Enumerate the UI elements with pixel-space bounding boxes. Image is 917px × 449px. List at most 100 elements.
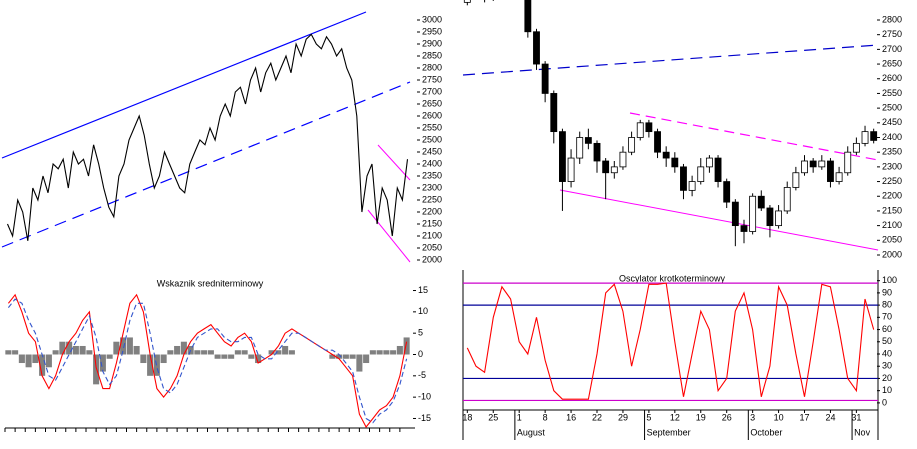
candle-body	[827, 160, 834, 182]
y-tick-label: 2000	[422, 254, 442, 264]
histogram-bar	[66, 341, 73, 355]
x-tick-label: 22	[592, 412, 602, 422]
y-tick-label: 60	[882, 324, 892, 334]
histogram-bar	[133, 345, 140, 355]
y-tick-label: 5	[418, 328, 423, 338]
histogram-bar	[288, 350, 295, 355]
x-tick-label: 31	[851, 412, 861, 422]
y-tick-label: 2850	[422, 50, 442, 60]
histogram-bar	[234, 350, 241, 355]
y-tick-label: 2100	[422, 230, 442, 240]
y-tick-label: 2150	[422, 218, 442, 228]
candle-body	[584, 137, 592, 144]
candle-body	[533, 31, 540, 65]
y-tick-label: 2900	[422, 38, 442, 48]
candle-body	[654, 131, 661, 153]
candle-body	[628, 137, 636, 153]
histogram-bar	[403, 337, 410, 355]
y-tick-label: 3000	[422, 14, 442, 24]
y-tick-label: -5	[418, 370, 426, 380]
x-tick-label: 17	[800, 412, 810, 422]
histogram-bar	[5, 350, 12, 355]
y-tick-label: 20	[882, 373, 892, 383]
y-tick-label: 70	[882, 312, 892, 322]
candle-body	[852, 142, 860, 153]
y-tick-label: 2050	[882, 235, 902, 245]
line	[6, 33, 409, 241]
month-label: October	[750, 427, 782, 437]
candle-body	[792, 172, 800, 188]
y-tick-label: 2950	[422, 26, 442, 36]
y-tick-label: 2750	[422, 74, 442, 84]
candle-body	[775, 210, 782, 227]
candle-body	[550, 93, 558, 133]
histogram-bar	[174, 345, 181, 355]
x-tick-label: 24	[825, 412, 835, 422]
y-tick-label: 2000	[882, 249, 902, 259]
candle-body	[559, 131, 566, 182]
x-tick-label: 5	[646, 412, 651, 422]
y-tick-label: 10	[882, 385, 892, 395]
x-tick-label: 16	[566, 412, 576, 422]
candle-body	[818, 160, 826, 168]
histogram-bar	[349, 354, 356, 359]
candle-body	[662, 151, 670, 159]
y-tick-label: 2400	[422, 158, 442, 168]
candle-body	[524, 0, 532, 33]
histogram-bar	[390, 350, 397, 355]
y-tick-label: 2250	[422, 194, 442, 204]
candle-body	[619, 151, 627, 168]
candle-body	[844, 151, 852, 174]
y-tick-label: 0	[418, 349, 423, 359]
y-tick-label: 2750	[882, 29, 902, 39]
histogram-bar	[268, 350, 275, 355]
histogram-bar	[147, 354, 154, 376]
panel-title: Wskaznik sredniterminowy	[157, 278, 264, 288]
histogram-bar	[383, 350, 390, 355]
y-tick-label: 0	[882, 397, 887, 407]
x-tick-label: 8	[543, 412, 548, 422]
y-tick-label: -15	[418, 413, 431, 423]
histogram-bar	[396, 345, 403, 355]
y-tick-label: 100	[882, 275, 897, 285]
line	[7, 298, 408, 424]
histogram-bar	[214, 354, 221, 359]
trend-line	[377, 144, 411, 181]
y-tick-label: 40	[882, 348, 892, 358]
y-tick-label: 2500	[882, 103, 902, 113]
histogram-bar	[248, 354, 255, 359]
y-tick-label: 2350	[422, 170, 442, 180]
line	[466, 282, 875, 400]
histogram-bar	[126, 337, 133, 355]
trend-line	[559, 189, 879, 251]
candle-body	[861, 131, 869, 144]
y-tick-label: 2550	[882, 88, 902, 98]
candle-body	[671, 157, 679, 168]
trend-line	[462, 44, 879, 76]
candle-body	[567, 157, 575, 182]
y-tick-label: 90	[882, 287, 892, 297]
candle-body	[714, 157, 722, 182]
candle-body	[749, 195, 757, 232]
x-tick-label: 26	[722, 412, 732, 422]
x-tick-label: 29	[618, 412, 628, 422]
x-tick-label: 3	[750, 412, 755, 422]
candle-body	[463, 0, 471, 3]
y-tick-label: 2350	[882, 147, 902, 157]
y-tick-label: 2200	[882, 191, 902, 201]
month-label: September	[647, 427, 691, 437]
trend-line	[367, 209, 411, 263]
candle-body	[801, 160, 808, 174]
y-tick-label: 2700	[422, 86, 442, 96]
histogram-bar	[79, 345, 86, 355]
y-tick-label: -10	[418, 392, 431, 402]
histogram-bar	[241, 350, 248, 355]
candle-body	[870, 131, 878, 141]
y-tick-label: 2300	[422, 182, 442, 192]
candle-body	[697, 166, 705, 182]
histogram-bar	[207, 350, 214, 355]
candle-body	[740, 225, 748, 232]
histogram-bar	[376, 350, 383, 355]
candle-body	[757, 195, 765, 209]
y-tick-label: 2200	[422, 206, 442, 216]
